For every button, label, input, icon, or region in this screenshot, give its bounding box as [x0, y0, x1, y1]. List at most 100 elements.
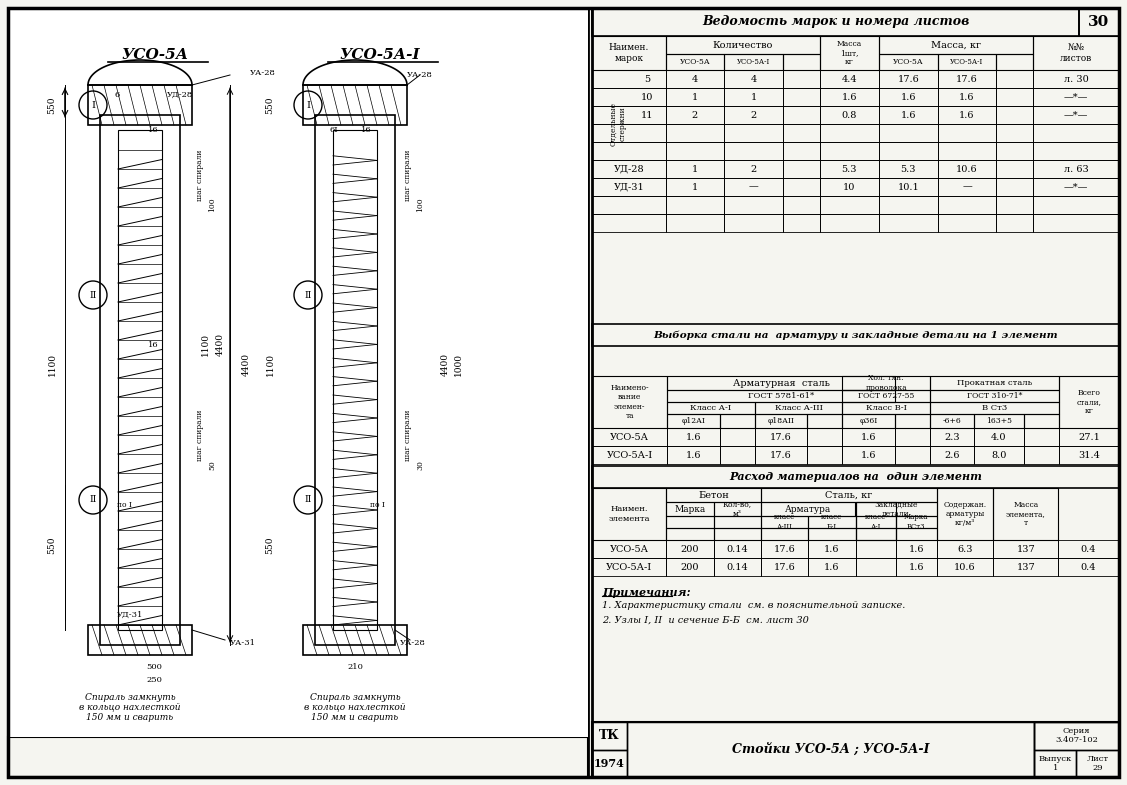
Bar	[783, 196, 820, 214]
Bar	[666, 160, 725, 178]
Bar	[592, 750, 627, 777]
Bar	[783, 178, 820, 196]
Bar	[8, 737, 588, 777]
Text: Лист
29: Лист 29	[1086, 754, 1109, 772]
Text: 6.3: 6.3	[957, 545, 973, 553]
Bar	[666, 558, 713, 576]
Text: Арматурная  сталь: Арматурная сталь	[733, 378, 829, 388]
Bar	[1033, 722, 1119, 750]
Bar	[725, 124, 783, 142]
Bar	[930, 428, 974, 446]
Text: УСО-5А: УСО-5А	[680, 58, 710, 66]
Text: 10: 10	[641, 93, 654, 101]
Bar	[666, 142, 725, 160]
Text: 4.0: 4.0	[991, 433, 1006, 441]
Text: 4: 4	[751, 75, 757, 83]
Bar	[592, 196, 666, 214]
Bar	[820, 124, 879, 142]
Text: 1.6: 1.6	[908, 545, 924, 553]
Bar	[666, 124, 725, 142]
Text: 2.6: 2.6	[944, 451, 959, 459]
Bar	[592, 8, 1079, 36]
Bar	[1023, 446, 1059, 464]
Bar	[808, 540, 855, 558]
Text: 1. Характеристику стали  см. в пояснительной записке.: 1. Характеристику стали см. в пояснитель…	[602, 601, 905, 611]
Bar	[930, 402, 1059, 414]
Text: 137: 137	[1017, 545, 1035, 553]
Bar	[996, 106, 1033, 124]
Text: Серия
3.407-102: Серия 3.407-102	[1055, 727, 1098, 744]
Bar	[667, 428, 720, 446]
Text: 1.6: 1.6	[842, 93, 858, 101]
Text: УСО-5А: УСО-5А	[893, 58, 923, 66]
Bar	[592, 488, 666, 540]
Text: 1000: 1000	[453, 353, 462, 377]
Bar	[761, 558, 808, 576]
Text: 1.6: 1.6	[959, 93, 975, 101]
Bar	[938, 196, 996, 214]
Text: 4.4: 4.4	[842, 75, 858, 83]
Bar	[666, 54, 725, 70]
Text: УСО-5А: УСО-5А	[610, 433, 649, 441]
Bar	[855, 528, 896, 540]
Bar	[855, 516, 896, 528]
Text: УА-28: УА-28	[250, 69, 276, 77]
Text: УД-28: УД-28	[167, 91, 193, 99]
Bar	[1079, 8, 1119, 36]
Text: ТК: ТК	[600, 729, 620, 743]
Bar	[938, 54, 996, 70]
Bar	[592, 36, 666, 70]
Bar	[666, 88, 725, 106]
Text: класс
Б-I: класс Б-I	[822, 513, 842, 531]
Text: I: I	[307, 100, 310, 109]
Text: 1.6: 1.6	[685, 433, 701, 441]
Text: 550: 550	[266, 536, 275, 553]
Text: УСО-5А-I: УСО-5А-I	[606, 451, 653, 459]
Bar	[667, 390, 895, 402]
Text: —: —	[749, 182, 758, 192]
Text: Марка: Марка	[674, 505, 706, 513]
Bar	[332, 130, 378, 630]
Text: 2: 2	[751, 165, 757, 173]
Bar	[592, 446, 667, 464]
Text: по I: по I	[117, 501, 132, 509]
Text: 2.3: 2.3	[944, 433, 960, 441]
Bar	[938, 214, 996, 232]
Bar	[996, 124, 1033, 142]
Text: 10.1: 10.1	[897, 182, 920, 192]
Text: УСО-5А: УСО-5А	[610, 545, 649, 553]
Text: 1.6: 1.6	[861, 433, 877, 441]
Text: шаг спирали: шаг спирали	[196, 409, 204, 461]
Bar	[974, 428, 1023, 446]
Bar	[1023, 428, 1059, 446]
Text: 1: 1	[692, 93, 698, 101]
Text: 550: 550	[47, 536, 56, 553]
Text: 1: 1	[692, 165, 698, 173]
Text: Класс А-I: Класс А-I	[691, 404, 731, 412]
Text: 16: 16	[148, 341, 158, 349]
Bar	[1023, 414, 1059, 428]
Text: УСО-5А-I: УСО-5А-I	[606, 563, 653, 571]
Text: 17.6: 17.6	[897, 75, 920, 83]
Text: 1.6: 1.6	[908, 563, 924, 571]
Bar	[783, 214, 820, 232]
Text: 6: 6	[114, 91, 119, 99]
Bar	[938, 124, 996, 142]
Bar	[783, 106, 820, 124]
Bar	[713, 502, 761, 516]
Bar	[316, 115, 394, 645]
Text: 5.3: 5.3	[842, 165, 858, 173]
Bar	[1033, 36, 1119, 70]
Bar	[761, 528, 808, 540]
Bar	[855, 502, 896, 540]
Bar	[820, 36, 879, 70]
Text: 100: 100	[208, 198, 216, 212]
Bar	[937, 558, 993, 576]
Bar	[842, 376, 930, 390]
Text: Стойки УСО-5А ; УСО-5А-I: Стойки УСО-5А ; УСО-5А-I	[731, 743, 930, 756]
Text: 0.4: 0.4	[1081, 563, 1097, 571]
Text: УСО-5А-I: УСО-5А-I	[339, 48, 420, 62]
Bar	[879, 178, 938, 196]
Bar	[8, 8, 588, 777]
Text: 137: 137	[1017, 563, 1035, 571]
